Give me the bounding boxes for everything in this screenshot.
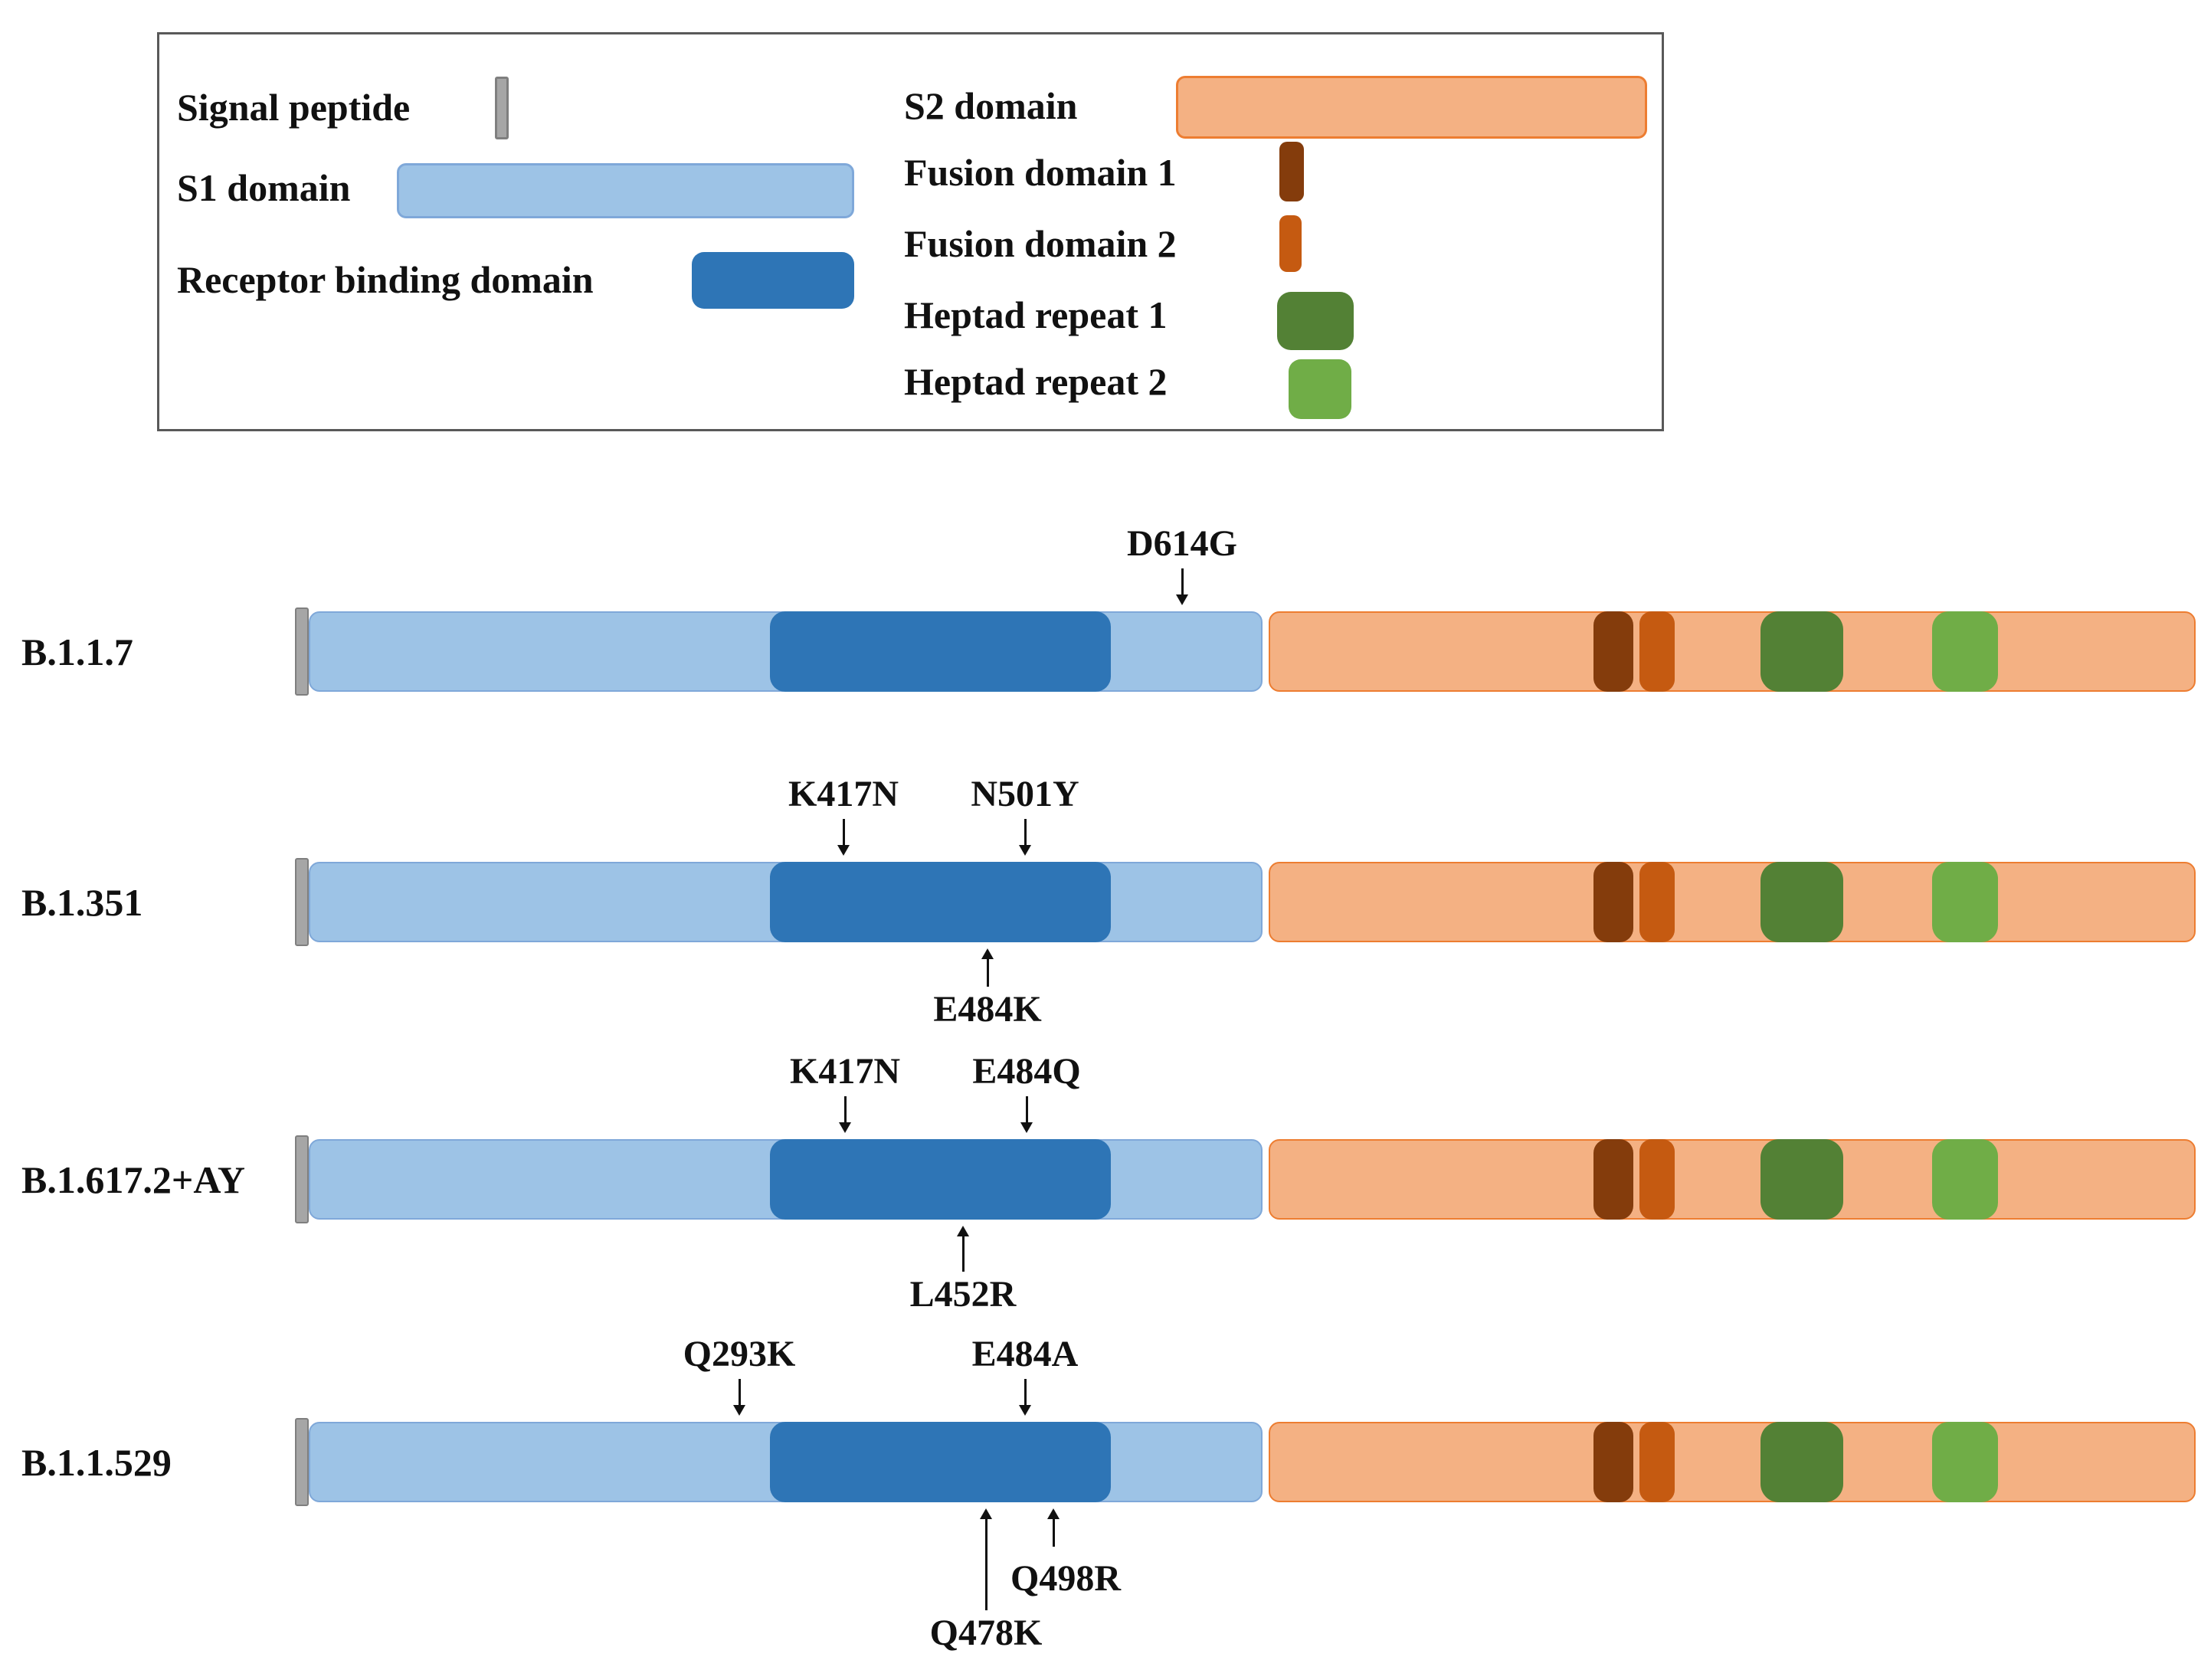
segment-s2: [1269, 1139, 2196, 1220]
legend-label-receptor-binding-domain: Receptor binding domain: [177, 258, 594, 301]
segment-signal_peptide: [295, 607, 309, 696]
variant-label: B.1.1.7: [21, 630, 133, 673]
mutation-label: Q498R: [1010, 1558, 1121, 1599]
segment-heptad2: [1932, 611, 1998, 692]
segment-rbd: [770, 611, 1111, 692]
segment-heptad2: [1932, 862, 1998, 942]
legend-swatch-heptad-repeat-1: [1277, 292, 1354, 350]
legend-label-fusion-domain-1: Fusion domain 1: [904, 151, 1177, 194]
mutation-label: E484K: [933, 989, 1042, 1030]
legend-swatch-fusion-domain-2: [1279, 215, 1302, 272]
legend-swatch-s2-domain: [1176, 76, 1647, 139]
segment-fusion1: [1593, 1422, 1633, 1502]
legend-label-heptad-repeat-2: Heptad repeat 2: [904, 360, 1168, 403]
mutation-label: Q293K: [683, 1334, 796, 1374]
legend-swatch-signal-peptide: [495, 77, 509, 139]
legend-label-signal-peptide: Signal peptide: [177, 86, 411, 129]
legend-label-s1-domain: S1 domain: [177, 166, 351, 209]
variant-label: B.1.1.529: [21, 1440, 172, 1484]
segment-fusion2: [1639, 611, 1675, 692]
segment-fusion1: [1593, 1139, 1633, 1220]
segment-s2: [1269, 1422, 2196, 1502]
legend-box: Signal peptide S1 domain Receptor bindin…: [157, 32, 1664, 431]
legend-label-s2-domain: S2 domain: [904, 84, 1078, 127]
segment-rbd: [770, 1422, 1111, 1502]
mutation-label: L452R: [909, 1274, 1017, 1315]
segment-fusion2: [1639, 862, 1675, 942]
mutation-label: Q478K: [929, 1613, 1043, 1653]
mutation-label: K417N: [790, 1051, 900, 1092]
mutation-label: E484Q: [972, 1051, 1081, 1092]
segment-signal_peptide: [295, 1135, 309, 1223]
variant-label: B.1.617.2+AY: [21, 1158, 245, 1201]
segment-heptad1: [1760, 1139, 1843, 1220]
segment-heptad1: [1760, 1422, 1843, 1502]
segment-fusion2: [1639, 1422, 1675, 1502]
legend-swatch-receptor-binding-domain: [692, 252, 854, 309]
legend-swatch-heptad-repeat-2: [1289, 359, 1351, 419]
legend-label-heptad-repeat-1: Heptad repeat 1: [904, 293, 1168, 336]
mutation-label: N501Y: [971, 774, 1079, 814]
segment-heptad1: [1760, 611, 1843, 692]
segment-heptad2: [1932, 1422, 1998, 1502]
legend-swatch-s1-domain: [397, 163, 854, 218]
variant-label: B.1.351: [21, 880, 143, 924]
segment-fusion1: [1593, 611, 1633, 692]
legend-swatch-fusion-domain-1: [1279, 142, 1304, 201]
segment-rbd: [770, 862, 1111, 942]
segment-signal_peptide: [295, 858, 309, 946]
mutation-label: D614G: [1127, 523, 1237, 564]
mutation-label: E484A: [971, 1334, 1079, 1374]
segment-heptad1: [1760, 862, 1843, 942]
segment-heptad2: [1932, 1139, 1998, 1220]
segment-fusion1: [1593, 862, 1633, 942]
segment-signal_peptide: [295, 1418, 309, 1506]
mutation-label: K417N: [788, 774, 899, 814]
legend-label-fusion-domain-2: Fusion domain 2: [904, 222, 1177, 265]
segment-fusion2: [1639, 1139, 1675, 1220]
segment-s2: [1269, 611, 2196, 692]
segment-s2: [1269, 862, 2196, 942]
segment-rbd: [770, 1139, 1111, 1220]
